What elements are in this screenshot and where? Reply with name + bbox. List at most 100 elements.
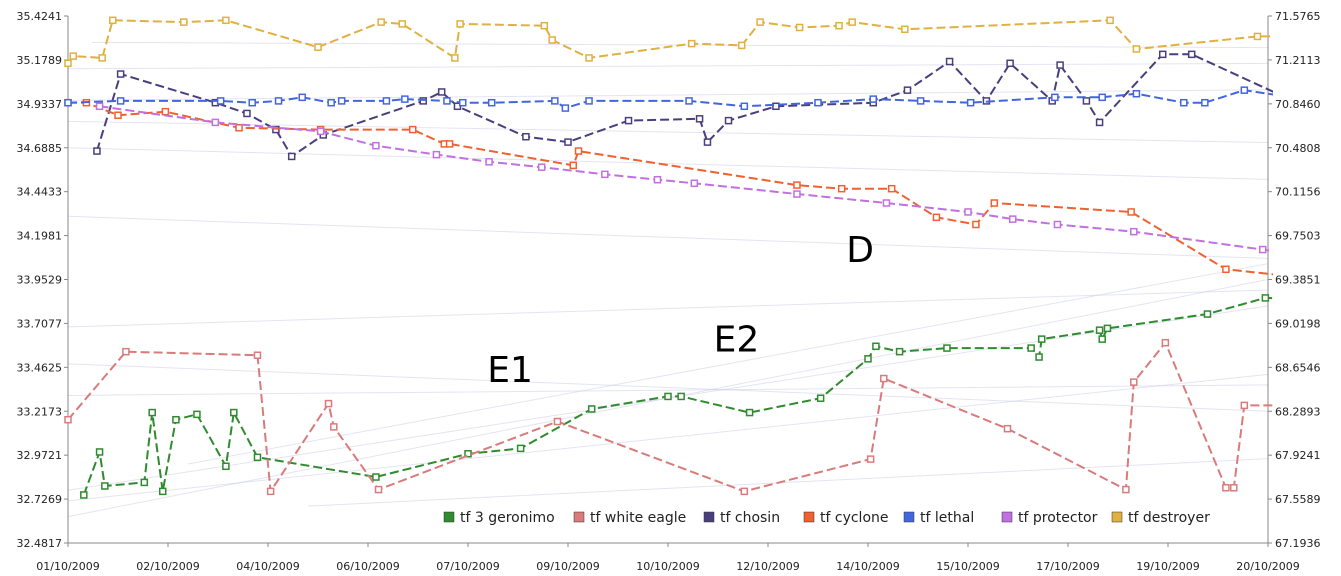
data-point xyxy=(793,190,801,198)
data-point xyxy=(882,199,891,207)
y-left-tick-label: 32.9721 xyxy=(17,449,63,462)
data-point xyxy=(211,118,220,127)
legend-label: tf chosin xyxy=(720,510,780,526)
y-left-tick-label: 33.9529 xyxy=(17,274,63,287)
series-line-tf-white-eagle xyxy=(67,340,1273,495)
data-point xyxy=(1006,59,1014,68)
data-point xyxy=(222,16,230,25)
data-point xyxy=(1261,294,1270,302)
y-left-tick-label: 34.9337 xyxy=(17,98,63,111)
data-point xyxy=(1158,50,1167,59)
data-point xyxy=(795,23,804,32)
data-point xyxy=(703,138,712,146)
data-point xyxy=(408,125,417,134)
data-point xyxy=(64,98,72,107)
data-point xyxy=(180,18,188,26)
series-line-tf-3-geronimo xyxy=(82,296,1273,496)
data-point xyxy=(372,473,380,481)
data-point xyxy=(687,39,696,48)
x-tick-label: 04/10/2009 xyxy=(236,560,299,573)
data-point xyxy=(1051,93,1059,102)
data-point xyxy=(872,342,880,351)
data-point xyxy=(316,127,325,136)
data-point xyxy=(587,405,596,413)
x-tick-label: 07/10/2009 xyxy=(436,560,499,573)
data-point xyxy=(1008,215,1017,223)
data-point xyxy=(1103,324,1112,333)
y-right-tick-label: 69.3851 xyxy=(1275,274,1321,287)
data-point xyxy=(972,220,980,229)
data-point xyxy=(564,138,572,146)
data-point xyxy=(1323,277,1329,283)
series-line-tf-chosin xyxy=(95,53,1273,158)
data-point xyxy=(737,41,746,50)
data-point xyxy=(1098,335,1106,343)
data-point xyxy=(569,161,578,170)
data-point xyxy=(1127,208,1135,216)
data-point xyxy=(377,18,385,26)
data-point xyxy=(848,18,856,26)
data-point xyxy=(327,98,335,107)
x-tick-labels: 01/10/2009 02/10/2009 04/10/2009 06/10/2009… xyxy=(36,543,1300,573)
data-point xyxy=(740,487,749,496)
data-point xyxy=(108,16,117,25)
y-left-tick-label: 34.4433 xyxy=(17,186,63,199)
data-point xyxy=(903,86,912,94)
y-right-tick-label: 71.2113 xyxy=(1275,54,1321,67)
data-point xyxy=(1253,32,1262,41)
background-trend-line xyxy=(67,289,1269,328)
y-left-tick-label: 35.1789 xyxy=(17,54,63,67)
x-tick-label: 06/10/2009 xyxy=(336,560,399,573)
x-tick-label: 14/10/2009 xyxy=(836,560,899,573)
data-point xyxy=(695,115,704,123)
data-point xyxy=(601,170,609,179)
data-point xyxy=(1003,424,1012,433)
data-point xyxy=(869,95,878,103)
y-right-tick-label: 67.5589 xyxy=(1275,493,1321,506)
series-tf-lethal xyxy=(64,86,1273,112)
data-point xyxy=(432,150,441,159)
data-point xyxy=(437,88,446,96)
data-point xyxy=(485,158,493,166)
data-point xyxy=(943,344,951,352)
data-point xyxy=(966,98,975,107)
data-point xyxy=(837,184,846,193)
data-point xyxy=(685,97,693,105)
data-point xyxy=(901,25,909,34)
series-tf-3-geronimo xyxy=(80,294,1273,499)
data-point xyxy=(287,152,296,161)
data-point xyxy=(64,415,72,424)
data-point xyxy=(216,97,225,105)
data-point xyxy=(1180,98,1188,107)
data-point xyxy=(880,374,888,383)
x-tick-label: 12/10/2009 xyxy=(736,560,799,573)
data-point xyxy=(537,163,546,171)
y-left-tick-label: 32.7269 xyxy=(17,493,63,506)
y-right-tick-label: 68.6546 xyxy=(1275,361,1321,374)
background-trend-line xyxy=(67,373,1269,502)
y-right-tick-label: 67.1936 xyxy=(1275,537,1321,550)
data-point xyxy=(222,462,230,471)
data-point xyxy=(122,347,130,356)
data-point xyxy=(814,98,822,107)
legend-swatch xyxy=(803,511,815,523)
data-point xyxy=(443,97,451,105)
data-point xyxy=(1328,33,1334,39)
annotations: D E1 E2 xyxy=(487,230,874,391)
data-point xyxy=(690,179,699,188)
data-point xyxy=(724,116,733,125)
data-point xyxy=(1053,220,1062,229)
data-point xyxy=(945,57,954,66)
data-point xyxy=(887,184,896,193)
data-point xyxy=(243,109,251,118)
data-point xyxy=(274,97,283,105)
legend-label: tf destroyer xyxy=(1128,510,1210,526)
series-tf-destroyer xyxy=(64,16,1334,68)
data-point xyxy=(101,482,109,490)
y-right-tick-label: 68.2893 xyxy=(1275,405,1321,418)
legend-label: tf 3 geronimo xyxy=(460,510,555,526)
data-point xyxy=(664,392,672,401)
data-point xyxy=(745,408,754,417)
data-point xyxy=(1240,401,1249,410)
x-tick-label: 10/10/2009 xyxy=(636,560,699,573)
